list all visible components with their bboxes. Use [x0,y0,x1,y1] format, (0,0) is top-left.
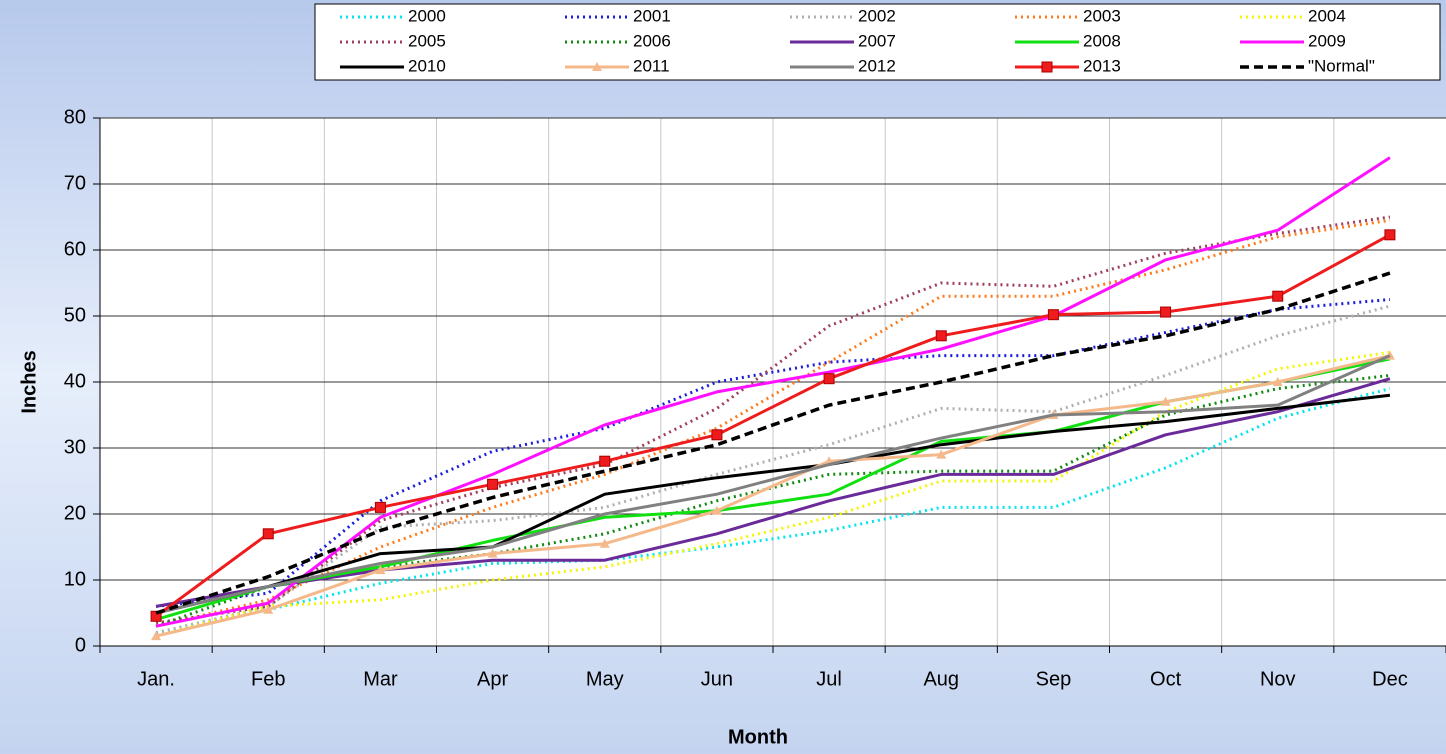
legend-label: 2006 [633,31,671,50]
legend-label: 2009 [1308,31,1346,50]
marker [711,429,723,441]
x-tick-label: Feb [251,668,285,690]
marker [599,538,610,548]
x-tick-label: Aug [923,668,959,690]
marker [375,565,386,575]
legend-label: 2000 [408,6,446,25]
marker [1047,309,1059,321]
series-line [155,233,1391,618]
series-line [155,298,1391,608]
series-line [155,271,1391,615]
series-line [155,387,1391,635]
legend-label: 2013 [1083,56,1121,75]
x-tick-label: Jun [701,668,733,690]
x-tick-label: Nov [1260,668,1296,690]
series-line [155,354,1391,615]
series-line [155,304,1391,635]
legend-label: "Normal" [1308,56,1375,75]
y-tick-label: 0 [75,634,86,656]
legend-label: 2012 [858,56,896,75]
x-tick-label: Jan. [137,668,175,690]
marker [1272,290,1284,302]
marker [592,62,602,71]
y-tick-label: 70 [64,172,86,194]
x-axis-label: Month [728,726,788,748]
marker [1384,229,1396,241]
y-tick-label: 40 [64,370,86,392]
marker [151,631,162,641]
x-tick-label: Dec [1372,668,1408,690]
marker [1160,396,1171,406]
legend-label: 2011 [633,56,670,75]
marker [262,528,274,540]
series-line [155,354,1391,638]
x-tick-label: Oct [1150,668,1182,690]
x-tick-label: Mar [363,668,398,690]
legend-label: 2003 [1083,6,1121,25]
x-tick-label: Sep [1036,668,1072,690]
legend-label: 2001 [633,6,671,25]
legend-label: 2008 [1083,31,1121,50]
x-tick-label: May [586,668,624,690]
marker [487,478,499,490]
marker [599,455,611,467]
series-line [155,156,1391,628]
y-tick-label: 60 [64,238,86,260]
marker [487,548,498,558]
y-tick-label: 50 [64,304,86,326]
marker [1160,306,1172,318]
marker [935,330,947,342]
legend-label: 2002 [858,6,896,25]
y-axis-label: Inches [18,350,40,413]
legend-label: 2004 [1308,6,1346,25]
marker [374,501,386,513]
legend-label: 2010 [408,56,446,75]
marker [263,604,274,614]
legend-label: 2005 [408,31,446,50]
series-line [155,218,1391,628]
y-tick-label: 80 [64,106,86,128]
x-tick-label: Apr [477,668,508,690]
y-tick-label: 20 [64,502,86,524]
series-line [155,393,1391,615]
marker [823,373,835,385]
marker [936,449,947,459]
marker [1041,61,1053,73]
marker [1272,377,1283,386]
legend-label: 2007 [858,31,896,50]
y-tick-label: 30 [64,436,86,458]
y-tick-label: 10 [64,568,86,590]
marker [711,505,722,515]
series-line [155,377,1391,608]
x-tick-label: Jul [816,668,842,690]
